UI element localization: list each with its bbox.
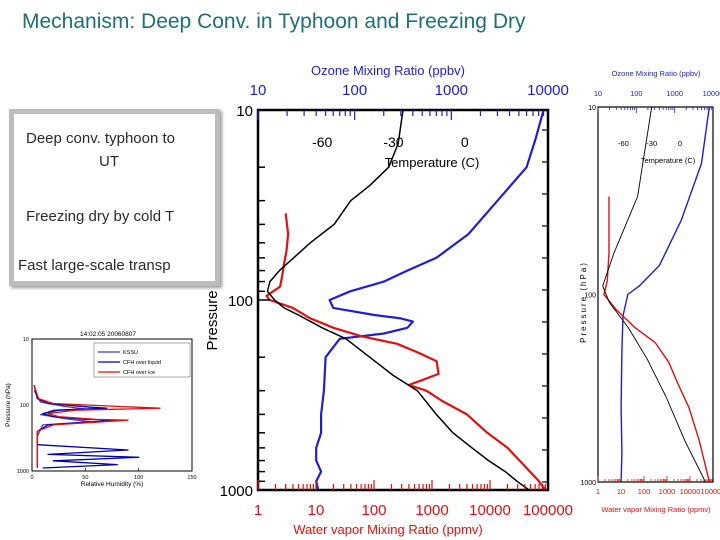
small-ozone-tick-label: 100: [630, 89, 643, 98]
pressure-tick-label: 100: [228, 293, 253, 310]
small-ozone-tick-label: 10: [594, 89, 602, 98]
rh-x-axis-label: Relative Humidity (%): [81, 481, 144, 488]
water-vapor-tick-label: 10: [308, 502, 325, 519]
rh-x-tick-label: 0: [30, 475, 33, 481]
bullet-fast-transport: Fast large-scale transp: [18, 257, 171, 274]
ozone-tick-label: 1000: [435, 82, 468, 99]
ozone-axis-label: Ozone Mixing Ratio (ppbv): [311, 63, 465, 78]
water-vapor-tick-label: 1: [254, 502, 262, 519]
ozone-tick-label: 10000: [527, 82, 569, 99]
small-temperature-tick-label: 0: [678, 139, 682, 148]
water-vapor-tick-label: 1000: [415, 502, 448, 519]
rh-pressure-tick-label: 100: [20, 403, 29, 409]
bullet-deep-convection-line1: Deep conv. typhoon to: [26, 130, 175, 147]
small-water-vapor-tick-label: 100000: [700, 487, 720, 496]
rh-x-tick-label: 150: [187, 475, 196, 481]
ozone-tick-label: 10: [250, 82, 267, 99]
small-pressure-tick-label: 1000: [580, 480, 596, 487]
rh-legend-label: CFH over ice: [123, 370, 155, 376]
small-ozone-tick-label: 10000: [703, 89, 720, 98]
temperature-tick-label: -30: [383, 134, 403, 150]
water-vapor-tick-label: 10000: [469, 502, 511, 519]
temperature-tick-label: 0: [461, 134, 469, 150]
small-pressure-tick-label: 10: [588, 105, 596, 112]
rh-pressure-tick-label: 10: [23, 337, 29, 343]
rh-pressure-tick-label: 1000: [17, 469, 29, 475]
pressure-tick-label: 10: [236, 103, 253, 120]
small-water-vapor-axis-label: Water vapor Mixing Ratio (ppmv): [601, 505, 711, 514]
small-ozone-tick-label: 1000: [666, 89, 683, 98]
rh-legend-label: KSSU: [123, 350, 138, 356]
small-sounding-chart: 1010010001010010001000011010010001000010…: [578, 62, 720, 522]
pressure-tick-label: 1000: [220, 483, 253, 500]
water-vapor-tick-label: 100: [361, 502, 386, 519]
small-water-vapor-tick-label: 1: [596, 487, 600, 496]
small-temperature-tick-label: -30: [646, 139, 657, 148]
small-water-vapor-tick-label: 10000: [680, 487, 701, 496]
bullet-freezing-dry: Freezing dry by cold T: [26, 208, 174, 225]
small-water-vapor-tick-label: 1000: [659, 487, 676, 496]
page-title: Mechanism: Deep Conv. in Typhoon and Fre…: [22, 10, 525, 34]
bullet-callout-box: Deep conv. typhoon to UT Freezing dry by…: [9, 109, 220, 286]
small-pressure-axis-label: Pressure (hPa): [579, 261, 588, 343]
rh-y-axis-label: Pressure (hPa): [5, 383, 12, 427]
main-sounding-chart: 10 100 1000 10 100 1000 10000 1 10 100 1000 10000 10…: [200, 55, 580, 540]
small-temperature-tick-label: -60: [618, 139, 629, 148]
temperature-axis-label: Temperature (C): [385, 155, 480, 170]
rh-chart-title: 14:02:05 20060807: [80, 331, 136, 338]
small-water-vapor-tick-label: 100: [638, 487, 651, 496]
bullet-deep-convection-line2: UT: [99, 153, 119, 170]
small-temperature-axis-label: Temperature (C): [641, 156, 696, 165]
small-ozone-axis-label: Ozone Mixing Ratio (ppbv): [612, 69, 701, 78]
water-vapor-axis-label: Water vapor Mixing Ratio (ppmv): [293, 522, 483, 537]
small-water-vapor-tick-label: 10: [617, 487, 625, 496]
temperature-tick-label: -60: [312, 134, 332, 150]
rh-legend-label: CFH over liquid: [123, 360, 161, 366]
water-vapor-profile-line: [267, 213, 546, 490]
ozone-tick-label: 100: [342, 82, 367, 99]
water-vapor-tick-label: 100000: [523, 502, 573, 519]
